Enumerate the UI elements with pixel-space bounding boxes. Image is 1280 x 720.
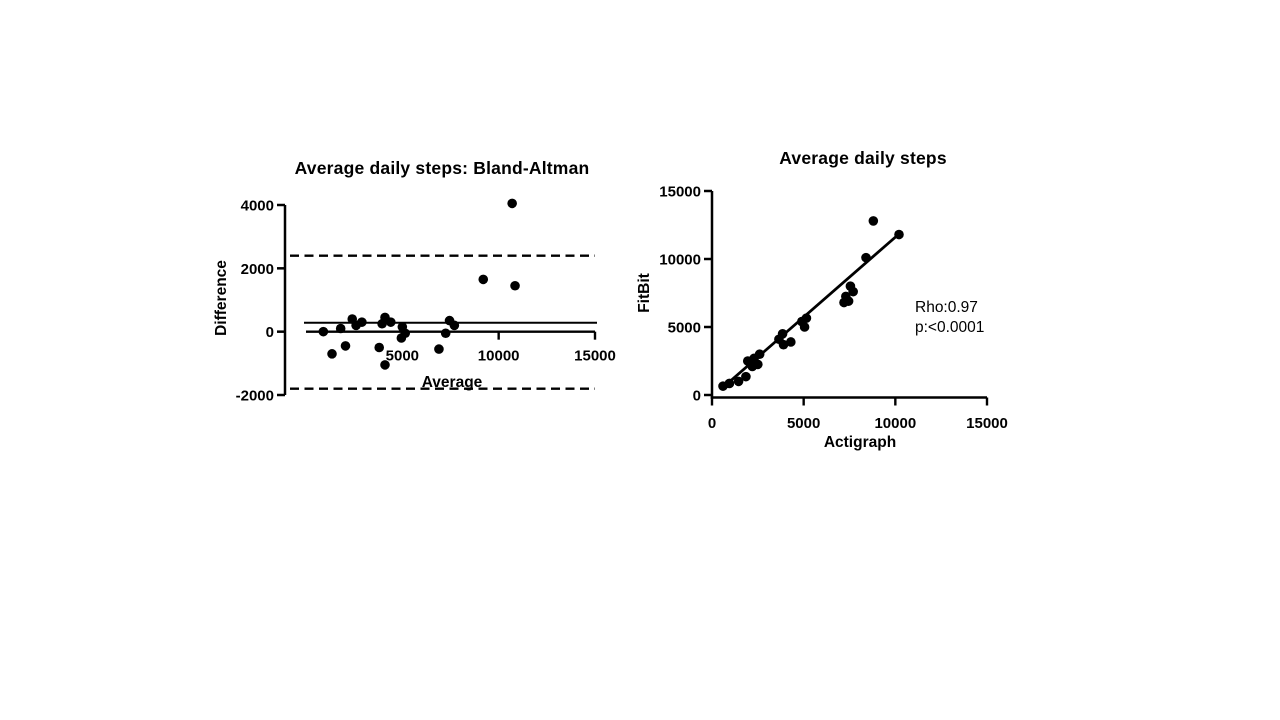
correlation-title: Average daily steps <box>779 148 947 168</box>
y-tick-label: 10000 <box>659 252 701 269</box>
data-point <box>741 371 751 382</box>
y-tick-label: 15000 <box>659 184 701 201</box>
correlation-stats-annotation: Rho:0.97 p:<0.0001 <box>915 298 984 338</box>
data-point <box>340 341 351 351</box>
data-point <box>510 280 520 291</box>
x-tick-label: 15000 <box>574 348 616 365</box>
bland-altman-chart: 4000 2000 0 -2000 5000 10000 15000 Average dai… <box>200 150 620 410</box>
data-point <box>777 329 788 339</box>
data-point <box>385 317 396 327</box>
correlation-plot-canvas: 15000 10000 5000 00 5000 10000 15000 <box>659 184 1008 433</box>
data-point <box>799 322 810 332</box>
y-tick-label: 2000 <box>241 261 274 278</box>
data-point <box>440 328 451 339</box>
data-point <box>861 252 871 263</box>
data-point <box>786 337 796 347</box>
data-point <box>801 313 812 323</box>
x-tick-label: 5000 <box>386 348 419 365</box>
data-point <box>868 216 879 226</box>
y-tick-label: 5000 <box>668 320 701 337</box>
data-point <box>374 342 385 353</box>
data-point <box>380 360 390 370</box>
bland-altman-plot-canvas: 4000 2000 0 -2000 5000 10000 15000 <box>236 198 616 405</box>
actigraph-axis-label: Actigraph <box>823 434 897 451</box>
correlation-chart: 15000 10000 5000 0 0 5000 10000 15000 Average d… <box>620 140 1060 460</box>
x-tick-label: 10000 <box>478 348 520 365</box>
data-point <box>753 359 763 370</box>
x-tick-label: 5000 <box>787 415 820 432</box>
data-point <box>434 344 444 354</box>
rho-value: Rho:0.97 <box>915 299 978 316</box>
data-point <box>357 317 367 327</box>
data-point <box>400 328 411 339</box>
y-tick-label: 4000 <box>241 198 274 215</box>
data-point <box>778 339 789 350</box>
x-tick-label: 0 <box>708 415 716 432</box>
y-tick-label: 0 <box>266 324 274 341</box>
average-axis-label: Average <box>421 374 483 391</box>
data-point <box>733 376 744 387</box>
fitbit-axis-label: FitBit <box>636 273 653 313</box>
y-tick-label: 0 <box>693 388 701 405</box>
data-point <box>843 296 854 306</box>
bland-altman-title: Average daily steps: Bland-Altman <box>294 158 590 178</box>
p-value: p:<0.0001 <box>915 319 985 336</box>
difference-axis-label: Difference <box>213 260 230 336</box>
data-point <box>449 320 460 331</box>
data-point <box>478 274 489 285</box>
data-point <box>327 349 337 359</box>
data-point <box>894 229 904 240</box>
data-point <box>754 349 765 359</box>
data-point <box>507 198 517 209</box>
data-point <box>724 378 735 389</box>
data-point <box>318 326 329 337</box>
y-tick-label: -2000 <box>236 388 274 405</box>
data-point <box>848 286 858 297</box>
x-tick-label: 15000 <box>966 415 1008 432</box>
data-point <box>335 323 346 334</box>
x-tick-label: 10000 <box>874 415 916 432</box>
